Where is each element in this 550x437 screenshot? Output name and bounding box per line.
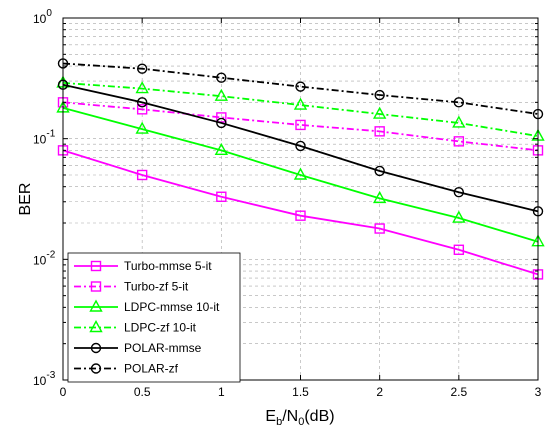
x-label-unit: (dB) [304, 408, 334, 425]
x-tick-label: 1 [218, 385, 225, 399]
y-axis-label: BER [17, 183, 34, 216]
circle-marker [90, 363, 102, 374]
triangle-marker [452, 210, 466, 223]
x-label-slash-n: /N [282, 408, 298, 425]
triangle-marker [135, 81, 149, 94]
series-line [62, 83, 539, 213]
circle-marker [216, 117, 227, 129]
square-marker [136, 104, 148, 115]
legend-box [67, 252, 241, 383]
legend-label: LDPC-zf 10-it [124, 321, 197, 335]
x-tick-label: 2.5 [450, 385, 467, 399]
circle-marker [136, 97, 148, 108]
x-tick-label: 2 [376, 385, 383, 399]
legend-label: Turbo-mmse 5-it [124, 259, 212, 273]
circle-marker [374, 89, 385, 101]
y-tick-label: 10-2 [33, 249, 56, 267]
y-tick-label: 10-1 [33, 129, 56, 147]
x-axis-label: Eb/N0(dB) [265, 408, 334, 428]
legend-entry: POLAR-zf [74, 362, 179, 376]
triangle-marker [135, 121, 149, 134]
x-tick-label: 3 [535, 385, 542, 399]
legend-entry: LDPC-zf 10-it [74, 320, 197, 335]
circle-marker [295, 140, 306, 152]
square-marker [216, 112, 227, 123]
triangle-marker [372, 190, 387, 204]
square-marker [374, 126, 385, 137]
legend-entry: POLAR-mmse [74, 341, 202, 355]
series-line [62, 149, 539, 276]
legend-label: LDPC-mmse 10-it [124, 300, 220, 314]
ticks [62, 18, 539, 381]
legend-label: POLAR-zf [124, 362, 179, 376]
series-5 [57, 79, 544, 217]
triangle-marker [293, 167, 308, 180]
legend-entry: LDPC-mmse 10-it [74, 299, 220, 314]
square-marker [136, 169, 148, 181]
legend-entry: Turbo-mmse 5-it [74, 259, 212, 273]
x-label-sub-b: b [276, 416, 282, 428]
series-group [56, 58, 545, 280]
circle-marker [374, 165, 385, 177]
x-label-e: E [265, 408, 276, 425]
square-marker [453, 244, 465, 255]
triangle-marker [89, 299, 103, 312]
series-line [62, 101, 539, 152]
square-marker [90, 260, 102, 272]
series-line [62, 62, 539, 115]
x-tick-label: 0.5 [134, 385, 151, 399]
legend-label: POLAR-mmse [124, 341, 202, 355]
triangle-marker [89, 320, 103, 333]
square-marker [90, 281, 102, 292]
triangle-marker [452, 115, 466, 128]
triangle-marker [214, 88, 229, 101]
x-tick-label: 0 [60, 385, 67, 399]
series-1 [57, 145, 544, 280]
x-tick-label: 1.5 [292, 385, 309, 399]
square-marker [453, 136, 465, 147]
legend-label: Turbo-zf 5-it [124, 280, 189, 294]
square-marker [295, 210, 306, 221]
circle-marker [216, 72, 227, 83]
legend: Turbo-mmse 5-it Turbo-zf 5-it LDPC-mmse 10… [67, 252, 241, 383]
circle-marker [453, 187, 465, 198]
circle-marker [136, 63, 148, 74]
y-tick-labels: 10-3 10-2 10-1 100 [33, 8, 56, 388]
triangle-marker [372, 106, 387, 119]
square-marker [216, 191, 227, 202]
series-3 [56, 100, 545, 247]
triangle-marker [214, 142, 229, 156]
circle-marker [90, 342, 102, 354]
circle-marker [295, 81, 306, 92]
square-marker [295, 119, 306, 131]
y-tick-label: 100 [33, 8, 52, 26]
series-line [62, 81, 539, 137]
circle-marker [453, 97, 465, 108]
series-4 [56, 75, 545, 141]
y-tick-label: 10-3 [33, 370, 56, 388]
triangle-marker [293, 97, 308, 110]
square-marker [374, 223, 385, 234]
x-tick-labels: 0 0.5 1 1.5 2 2.5 3 [60, 385, 542, 399]
series-line [62, 106, 539, 243]
legend-entry: Turbo-zf 5-it [74, 280, 189, 294]
x-label-sub-0: 0 [298, 416, 304, 428]
